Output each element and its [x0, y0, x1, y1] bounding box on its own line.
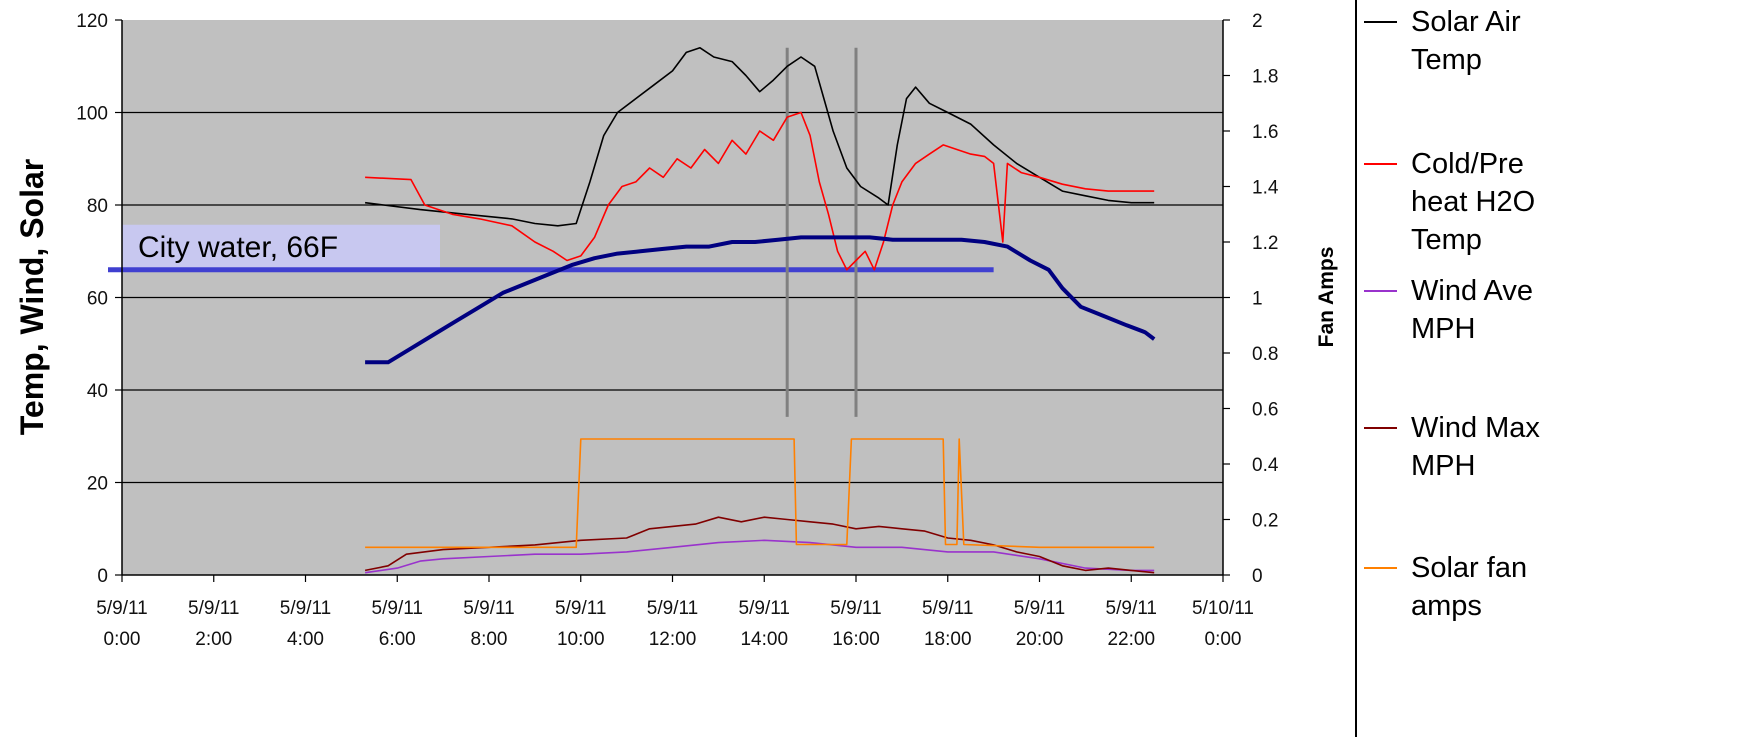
right-tick-label-10: 2	[1252, 11, 1263, 32]
x-tick-label-time-9: 18:00	[924, 629, 972, 650]
x-tick-label-time-2: 4:00	[287, 629, 324, 650]
left-tick-label-0: 0	[97, 566, 108, 587]
x-tick-label-date-6: 5/9/11	[647, 598, 698, 619]
legend-label-1-1: heat H2O	[1411, 186, 1535, 218]
x-tick-label-time-4: 8:00	[471, 629, 508, 650]
legend-label-3-0: Wind Max	[1411, 412, 1540, 444]
gridlines	[122, 111, 1223, 484]
legend-label-4-1: amps	[1411, 590, 1482, 622]
x-tick-label-time-11: 22:00	[1107, 629, 1155, 650]
right-tick-label-1: 0.2	[1252, 511, 1278, 532]
left-tick-label-1: 20	[87, 474, 108, 495]
x-tick-label-date-0: 5/9/11	[96, 598, 147, 619]
city-water-label: City water, 66F	[138, 231, 338, 264]
x-tick-label-time-0: 0:00	[104, 629, 141, 650]
x-tick-label-date-12: 5/10/11	[1192, 598, 1254, 619]
right-axis-ticks: 0 0.2 0.4 0.6 0.8 1 1.2 1.4 1.6 1.8 2	[1223, 11, 1279, 587]
legend-label-1-0: Cold/Pre	[1411, 148, 1524, 180]
x-tick-label-time-8: 16:00	[832, 629, 880, 650]
right-tick-label-7: 1.4	[1252, 178, 1279, 199]
x-tick-label-time-5: 10:00	[557, 629, 605, 650]
series-line-5	[365, 235, 1156, 365]
y-left-axis-title: Temp, Wind, Solar	[14, 159, 50, 435]
legend: Solar Air Temp Cold/Pre heat H2O Temp Wind Av…	[1355, 0, 1753, 737]
right-tick-label-9: 1.8	[1252, 67, 1278, 88]
legend-box	[1355, 0, 1753, 737]
right-tick-label-8: 1.6	[1252, 122, 1278, 143]
right-tick-label-3: 0.6	[1252, 400, 1278, 421]
x-tick-label-date-3: 5/9/11	[372, 598, 423, 619]
series-line-0	[365, 46, 1155, 227]
right-tick-label-0: 0	[1252, 566, 1263, 587]
series-line-2	[364, 539, 1155, 574]
left-tick-label-4: 80	[87, 196, 108, 217]
right-tick-label-4: 0.8	[1252, 344, 1278, 365]
x-tick-label-time-7: 14:00	[740, 629, 788, 650]
x-tick-label-time-1: 2:00	[195, 629, 232, 650]
series-layer	[364, 46, 1156, 574]
x-tick-label-date-4: 5/9/11	[463, 598, 514, 619]
x-axis-ticks: 5/9/11 0:00 5/9/11 2:00 5/9/11 4:00 5/9/11 6:00…	[96, 575, 1254, 650]
left-tick-label-3: 60	[87, 289, 108, 310]
legend-label-2-1: MPH	[1411, 313, 1475, 345]
x-tick-label-date-11: 5/9/11	[1106, 598, 1157, 619]
x-tick-label-time-3: 6:00	[379, 629, 416, 650]
legend-label-3-1: MPH	[1411, 450, 1475, 482]
left-tick-label-6: 120	[76, 11, 108, 32]
series-line-1	[365, 111, 1155, 271]
series-line-3	[364, 516, 1155, 574]
legend-label-2-0: Wind Ave	[1411, 275, 1533, 307]
x-tick-label-time-12: 0:00	[1205, 629, 1242, 650]
legend-label-4-0: Solar fan	[1411, 552, 1527, 584]
city-water-label-box	[122, 224, 440, 270]
left-tick-label-2: 40	[87, 381, 108, 402]
right-tick-label-6: 1.2	[1252, 233, 1278, 254]
series-line-4	[365, 438, 1155, 549]
right-tick-label-2: 0.4	[1252, 455, 1279, 476]
x-tick-label-date-5: 5/9/11	[555, 598, 606, 619]
legend-label-0-0: Solar Air	[1411, 6, 1521, 38]
x-tick-label-time-10: 20:00	[1016, 629, 1064, 650]
right-tick-label-5: 1	[1252, 289, 1263, 310]
x-tick-label-time-6: 12:00	[649, 629, 697, 650]
legend-label-1-2: Temp	[1411, 224, 1482, 256]
left-tick-label-5: 100	[76, 104, 108, 125]
x-tick-label-date-7: 5/9/11	[739, 598, 790, 619]
x-tick-label-date-10: 5/9/11	[1014, 598, 1065, 619]
legend-label-0-1: Temp	[1411, 44, 1482, 76]
y-right-axis-title: Fan Amps	[1315, 247, 1338, 348]
x-tick-label-date-2: 5/9/11	[280, 598, 331, 619]
x-tick-label-date-8: 5/9/11	[830, 598, 881, 619]
left-axis-ticks: 0 20 40 60 80 100 120	[76, 11, 122, 587]
x-tick-label-date-1: 5/9/11	[188, 598, 239, 619]
x-tick-label-date-9: 5/9/11	[922, 598, 973, 619]
